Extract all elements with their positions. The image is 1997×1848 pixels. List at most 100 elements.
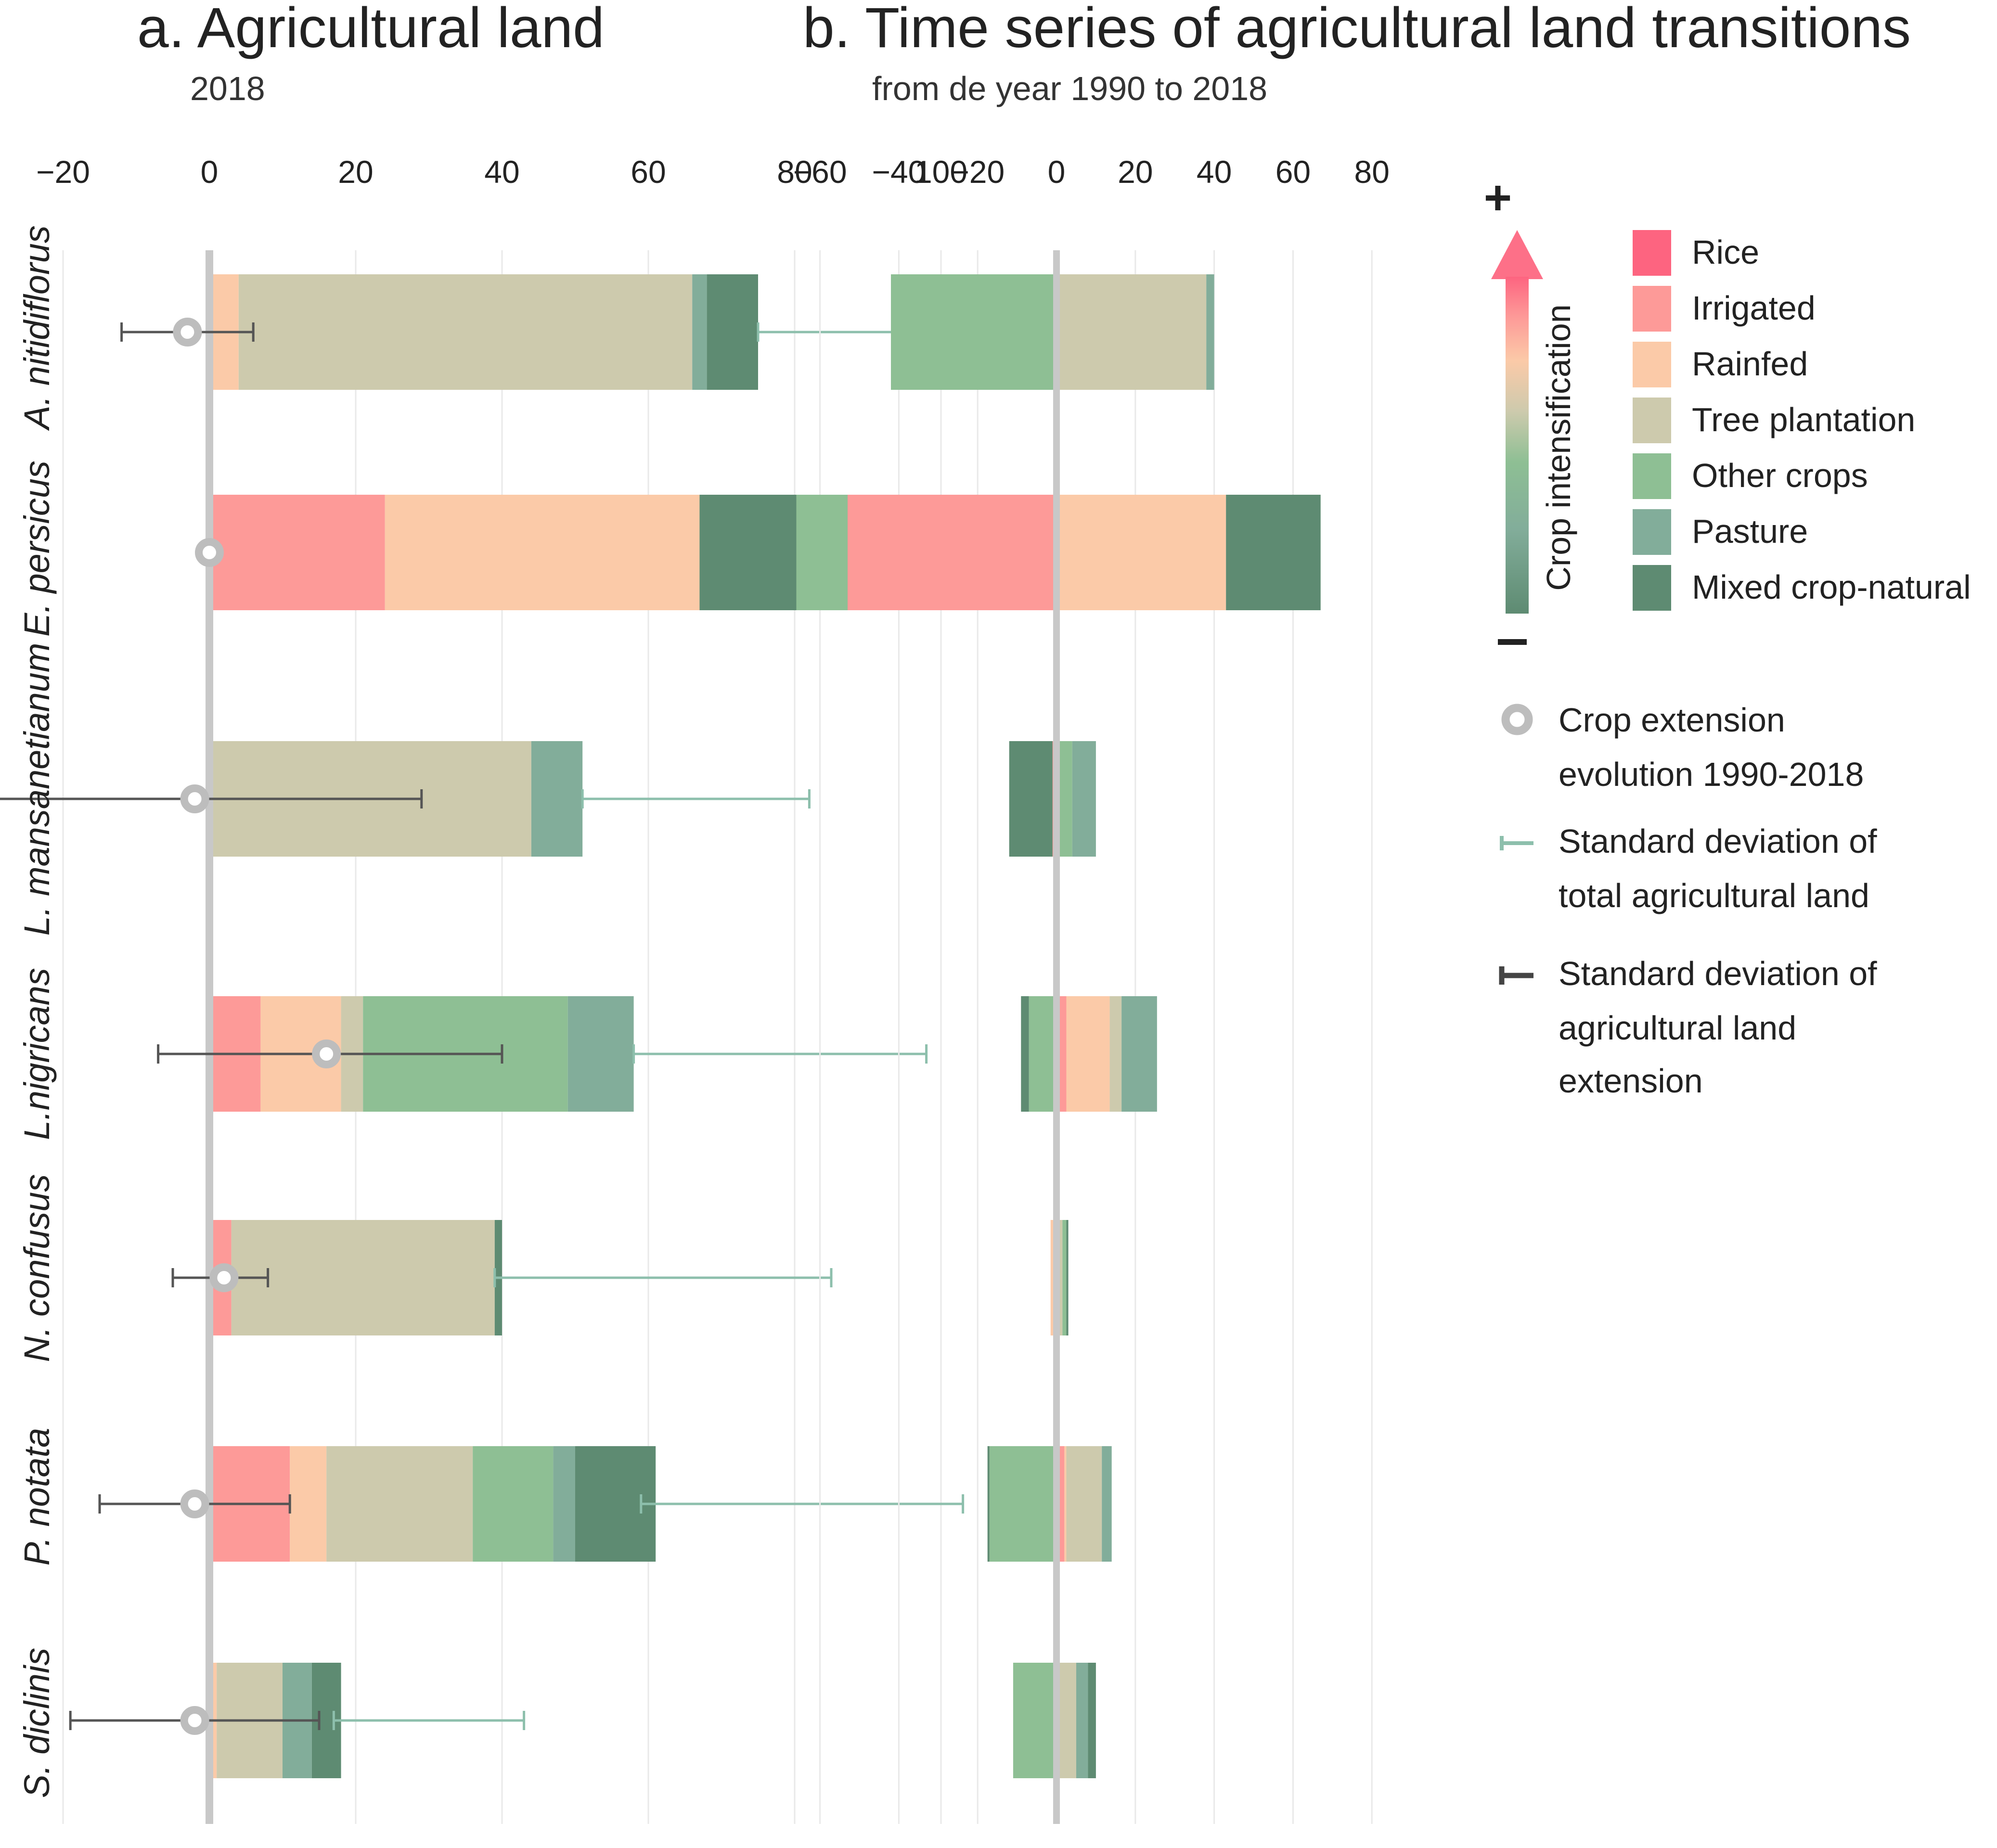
b-bar-neg-a-nitidiflorus-other-crops <box>891 274 1056 390</box>
legend-plus-sign: + <box>1484 171 1512 225</box>
b-bar-neg-p-notata-other-crops <box>989 1446 1056 1562</box>
a-bar-p-notata-pasture <box>553 1446 575 1562</box>
b-tick-label: 40 <box>1197 154 1232 190</box>
a-tick-label: 0 <box>201 154 219 190</box>
b-bar-pos-l-nigricans-tree-plantation <box>1109 996 1122 1112</box>
legend-sd-ext-label-2: agricultural land <box>1559 1009 1796 1047</box>
species-label-n-confusus: N. confusus <box>17 1174 57 1362</box>
legend-label-mixed-crop-natural: Mixed crop-natural <box>1692 568 1971 606</box>
a-bar-n-confusus-tree-plantation <box>231 1220 495 1335</box>
legend-items: Rice Irrigated Rainfed Tree plantation Other… <box>1633 230 1971 611</box>
b-bar-neg-e-persicus-irrigated <box>847 495 1056 610</box>
b-bar-neg-l-mansanetianum-mixed-crop-natural <box>1009 741 1053 857</box>
a-tick-label: 100 <box>915 154 967 190</box>
b-bar-pos-l-nigricans-rainfed <box>1066 996 1110 1112</box>
b-bar-pos-s-diclinis-pasture <box>1076 1663 1088 1778</box>
legend-sd-ext-label-3: extension <box>1559 1062 1703 1100</box>
species-label-s-diclinis: S. diclinis <box>17 1648 57 1798</box>
b-tick-label: −40 <box>872 154 926 190</box>
a-bar-a-nitidiflorus-pasture <box>692 274 707 390</box>
legend-swatch-tree-plantation <box>1633 398 1671 443</box>
a-tick-label: 20 <box>338 154 373 190</box>
arrow-up-icon <box>1491 230 1543 279</box>
b-bar-pos-s-diclinis-mixed-crop-natural <box>1088 1663 1096 1778</box>
legend-circle-label-1: Crop extension <box>1559 701 1785 739</box>
a-crop-extension-p-notata <box>180 1489 209 1518</box>
legend-label-tree-plantation: Tree plantation <box>1692 401 1915 438</box>
species-label-e-persicus: E. persicus <box>17 461 57 637</box>
b-bar-pos-e-persicus-rainfed <box>1056 495 1226 610</box>
panel-b: b. Time series of agricultural land tran… <box>793 0 1911 1824</box>
b-bar-pos-a-nitidiflorus-tree-plantation <box>1056 274 1207 390</box>
panel-a-title: a. Agricultural land <box>137 0 605 60</box>
legend-swatch-rice <box>1633 230 1671 276</box>
b-tick-label: 80 <box>1354 154 1389 190</box>
a-tick-label: 40 <box>484 154 519 190</box>
legend-label-rainfed: Rainfed <box>1692 345 1808 383</box>
b-tick-label: −60 <box>793 154 847 190</box>
species-labels: A. nitidiflorus E. persicus L. mansaneti… <box>17 225 57 1798</box>
panel-b-subtitle: from de year 1990 to 2018 <box>872 70 1267 107</box>
legend-circle-marker <box>1501 704 1533 735</box>
b-tick-label: 0 <box>1048 154 1066 190</box>
a-crop-extension-e-persicus <box>195 538 224 567</box>
legend-swatch-rainfed <box>1633 342 1671 387</box>
b-tick-label: −20 <box>951 154 1005 190</box>
b-bar-pos-l-nigricans-pasture <box>1121 996 1157 1112</box>
species-label-a-nitidiflorus: A. nitidiflorus <box>17 225 57 431</box>
legend-sd-total-label-1: Standard deviation of <box>1559 822 1877 860</box>
legend-swatch-pasture <box>1633 509 1671 555</box>
b-bar-neg-p-notata-mixed-crop-natural <box>987 1446 990 1562</box>
a-bar-a-nitidiflorus-tree-plantation <box>238 274 693 390</box>
a-tick-label: 80 <box>777 154 812 190</box>
panel-a-bars <box>206 250 876 1824</box>
panel-b-title: b. Time series of agricultural land tran… <box>803 0 1911 60</box>
a-bar-p-notata-rainfed <box>290 1446 327 1562</box>
a-bar-p-notata-other-crops <box>473 1446 554 1562</box>
b-bar-pos-l-mansanetianum-pasture <box>1072 741 1096 857</box>
legend-arrow-label: Crop intensification <box>1540 304 1577 590</box>
a-crop-extension-l-mansanetianum <box>180 784 209 813</box>
a-bar-e-persicus-rainfed <box>385 495 700 610</box>
legend-sd-ext-label-1: Standard deviation of <box>1559 955 1877 992</box>
panel-b-tick-labels: −60 −40 −20 0 20 40 60 80 <box>793 154 1390 190</box>
b-tick-label: 20 <box>1118 154 1153 190</box>
panel-a-subtitle: 2018 <box>190 70 265 107</box>
a-bar-a-nitidiflorus-mixed-crop-natural <box>707 274 758 390</box>
intensification-arrow <box>1506 277 1529 614</box>
a-crop-extension-s-diclinis <box>180 1706 209 1735</box>
panel-b-bars <box>796 250 1321 1824</box>
legend-label-pasture: Pasture <box>1692 513 1808 550</box>
a-tick-label: −20 <box>36 154 90 190</box>
b-bar-pos-p-notata-pasture <box>1102 1446 1112 1562</box>
species-label-p-notata: P. notata <box>17 1428 57 1566</box>
b-bar-pos-p-notata-tree-plantation <box>1066 1446 1102 1562</box>
b-bar-pos-n-confusus-mixed-crop-natural <box>1066 1220 1069 1335</box>
legend-label-irrigated: Irrigated <box>1692 289 1816 327</box>
b-bar-neg-e-persicus-other-crops <box>796 495 848 610</box>
legend-label-rice: Rice <box>1692 233 1759 271</box>
legend-label-other-crops: Other crops <box>1692 457 1868 494</box>
b-bar-neg-s-diclinis-other-crops <box>1013 1663 1056 1778</box>
a-bar-l-mansanetianum-pasture <box>531 741 583 857</box>
a-bar-l-nigricans-pasture <box>567 996 634 1112</box>
b-bar-pos-n-confusus-other-crops <box>1062 1220 1067 1335</box>
b-bar-pos-e-persicus-mixed-crop-natural <box>1226 495 1321 610</box>
b-bar-pos-p-notata-rainfed <box>1064 1446 1067 1562</box>
a-bar-e-persicus-irrigated <box>209 495 385 610</box>
b-bar-neg-n-confusus-rainfed <box>1050 1220 1055 1335</box>
species-label-l-nigricans: L.nigricans <box>17 968 57 1140</box>
panel-a-tick-labels: −20 0 20 40 60 80 100 <box>36 154 967 190</box>
legend-swatch-irrigated <box>1633 286 1671 332</box>
b-bar-pos-a-nitidiflorus-pasture <box>1206 274 1214 390</box>
panel-a: a. Agricultural land 2018 −20 0 20 40 60 80 10… <box>0 0 967 1824</box>
b-bar-pos-n-confusus-tree-plantation <box>1058 1220 1063 1335</box>
a-bar-p-notata-tree-plantation <box>326 1446 473 1562</box>
b-tick-label: 60 <box>1276 154 1311 190</box>
legend-circle-label-2: evolution 1990-2018 <box>1559 756 1864 793</box>
a-tick-label: 60 <box>631 154 666 190</box>
a-crop-extension-n-confusus <box>209 1263 239 1292</box>
legend-minus-sign <box>1498 639 1527 645</box>
legend-sd-total-label-2: total agricultural land <box>1559 877 1869 914</box>
